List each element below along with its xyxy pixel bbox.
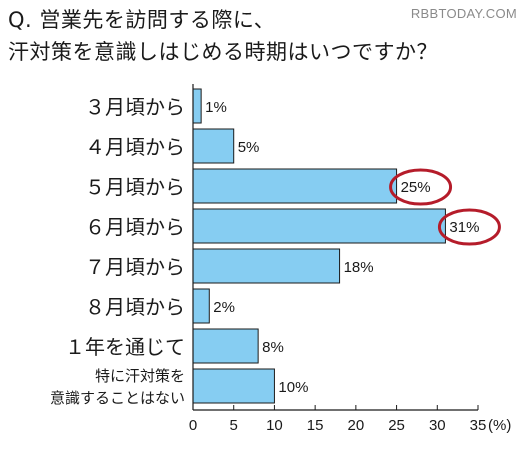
- value-label-7: 10%: [278, 379, 308, 396]
- bar-2: [192, 168, 398, 204]
- x-tick-label-5: 25: [388, 417, 405, 434]
- bar-1: [192, 128, 235, 164]
- category-label-6: １年を通じて: [65, 335, 185, 359]
- x-tick-label-0: 0: [189, 417, 197, 434]
- category-label-3: ６月頃から: [85, 215, 185, 239]
- highlight-circle-2: [389, 168, 453, 206]
- x-axis-unit: (%): [488, 417, 511, 434]
- x-tick-label-6: 30: [429, 417, 446, 434]
- value-label-6: 8%: [262, 339, 284, 356]
- category-label-7-line-1: 意識することはない: [50, 389, 185, 407]
- value-label-4: 18%: [344, 259, 374, 276]
- category-label-5: ８月頃から: [85, 295, 185, 319]
- value-label-2: 25%: [401, 179, 431, 196]
- bar-7: [192, 368, 275, 404]
- bar-0: [192, 88, 202, 124]
- category-label-1: ４月頃から: [85, 135, 185, 159]
- title-line-2: 汗対策を意識しはじめる時期はいつですか？: [8, 40, 438, 64]
- x-tick-label-2: 10: [266, 417, 283, 434]
- category-label-0: ３月頃から: [85, 95, 185, 119]
- x-tick-label-3: 15: [307, 417, 324, 434]
- bar-6: [192, 328, 259, 364]
- bar-5: [192, 288, 210, 324]
- value-label-1: 5%: [238, 139, 260, 156]
- value-label-5: 2%: [213, 299, 235, 316]
- value-label-3: 31%: [449, 219, 479, 236]
- title-line-1: Q. 営業先を訪問する際に、: [8, 8, 276, 32]
- bar-4: [192, 248, 341, 284]
- category-label-4: ７月頃から: [85, 255, 185, 279]
- category-label-7-line-0: 特に汗対策を: [95, 367, 185, 385]
- category-label-2: ５月頃から: [85, 175, 185, 199]
- value-label-0: 1%: [205, 99, 227, 116]
- bar-3: [192, 208, 446, 244]
- x-tick-label-4: 20: [348, 417, 365, 434]
- x-tick-label-1: 5: [230, 417, 238, 434]
- highlight-circle-3: [437, 208, 501, 246]
- chart-title: Q. 営業先を訪問する際に、 汗対策を意識しはじめる時期はいつですか？: [8, 4, 438, 68]
- watermark: RBBTODAY.COM: [410, 6, 517, 21]
- x-tick-label-7: 35: [470, 417, 487, 434]
